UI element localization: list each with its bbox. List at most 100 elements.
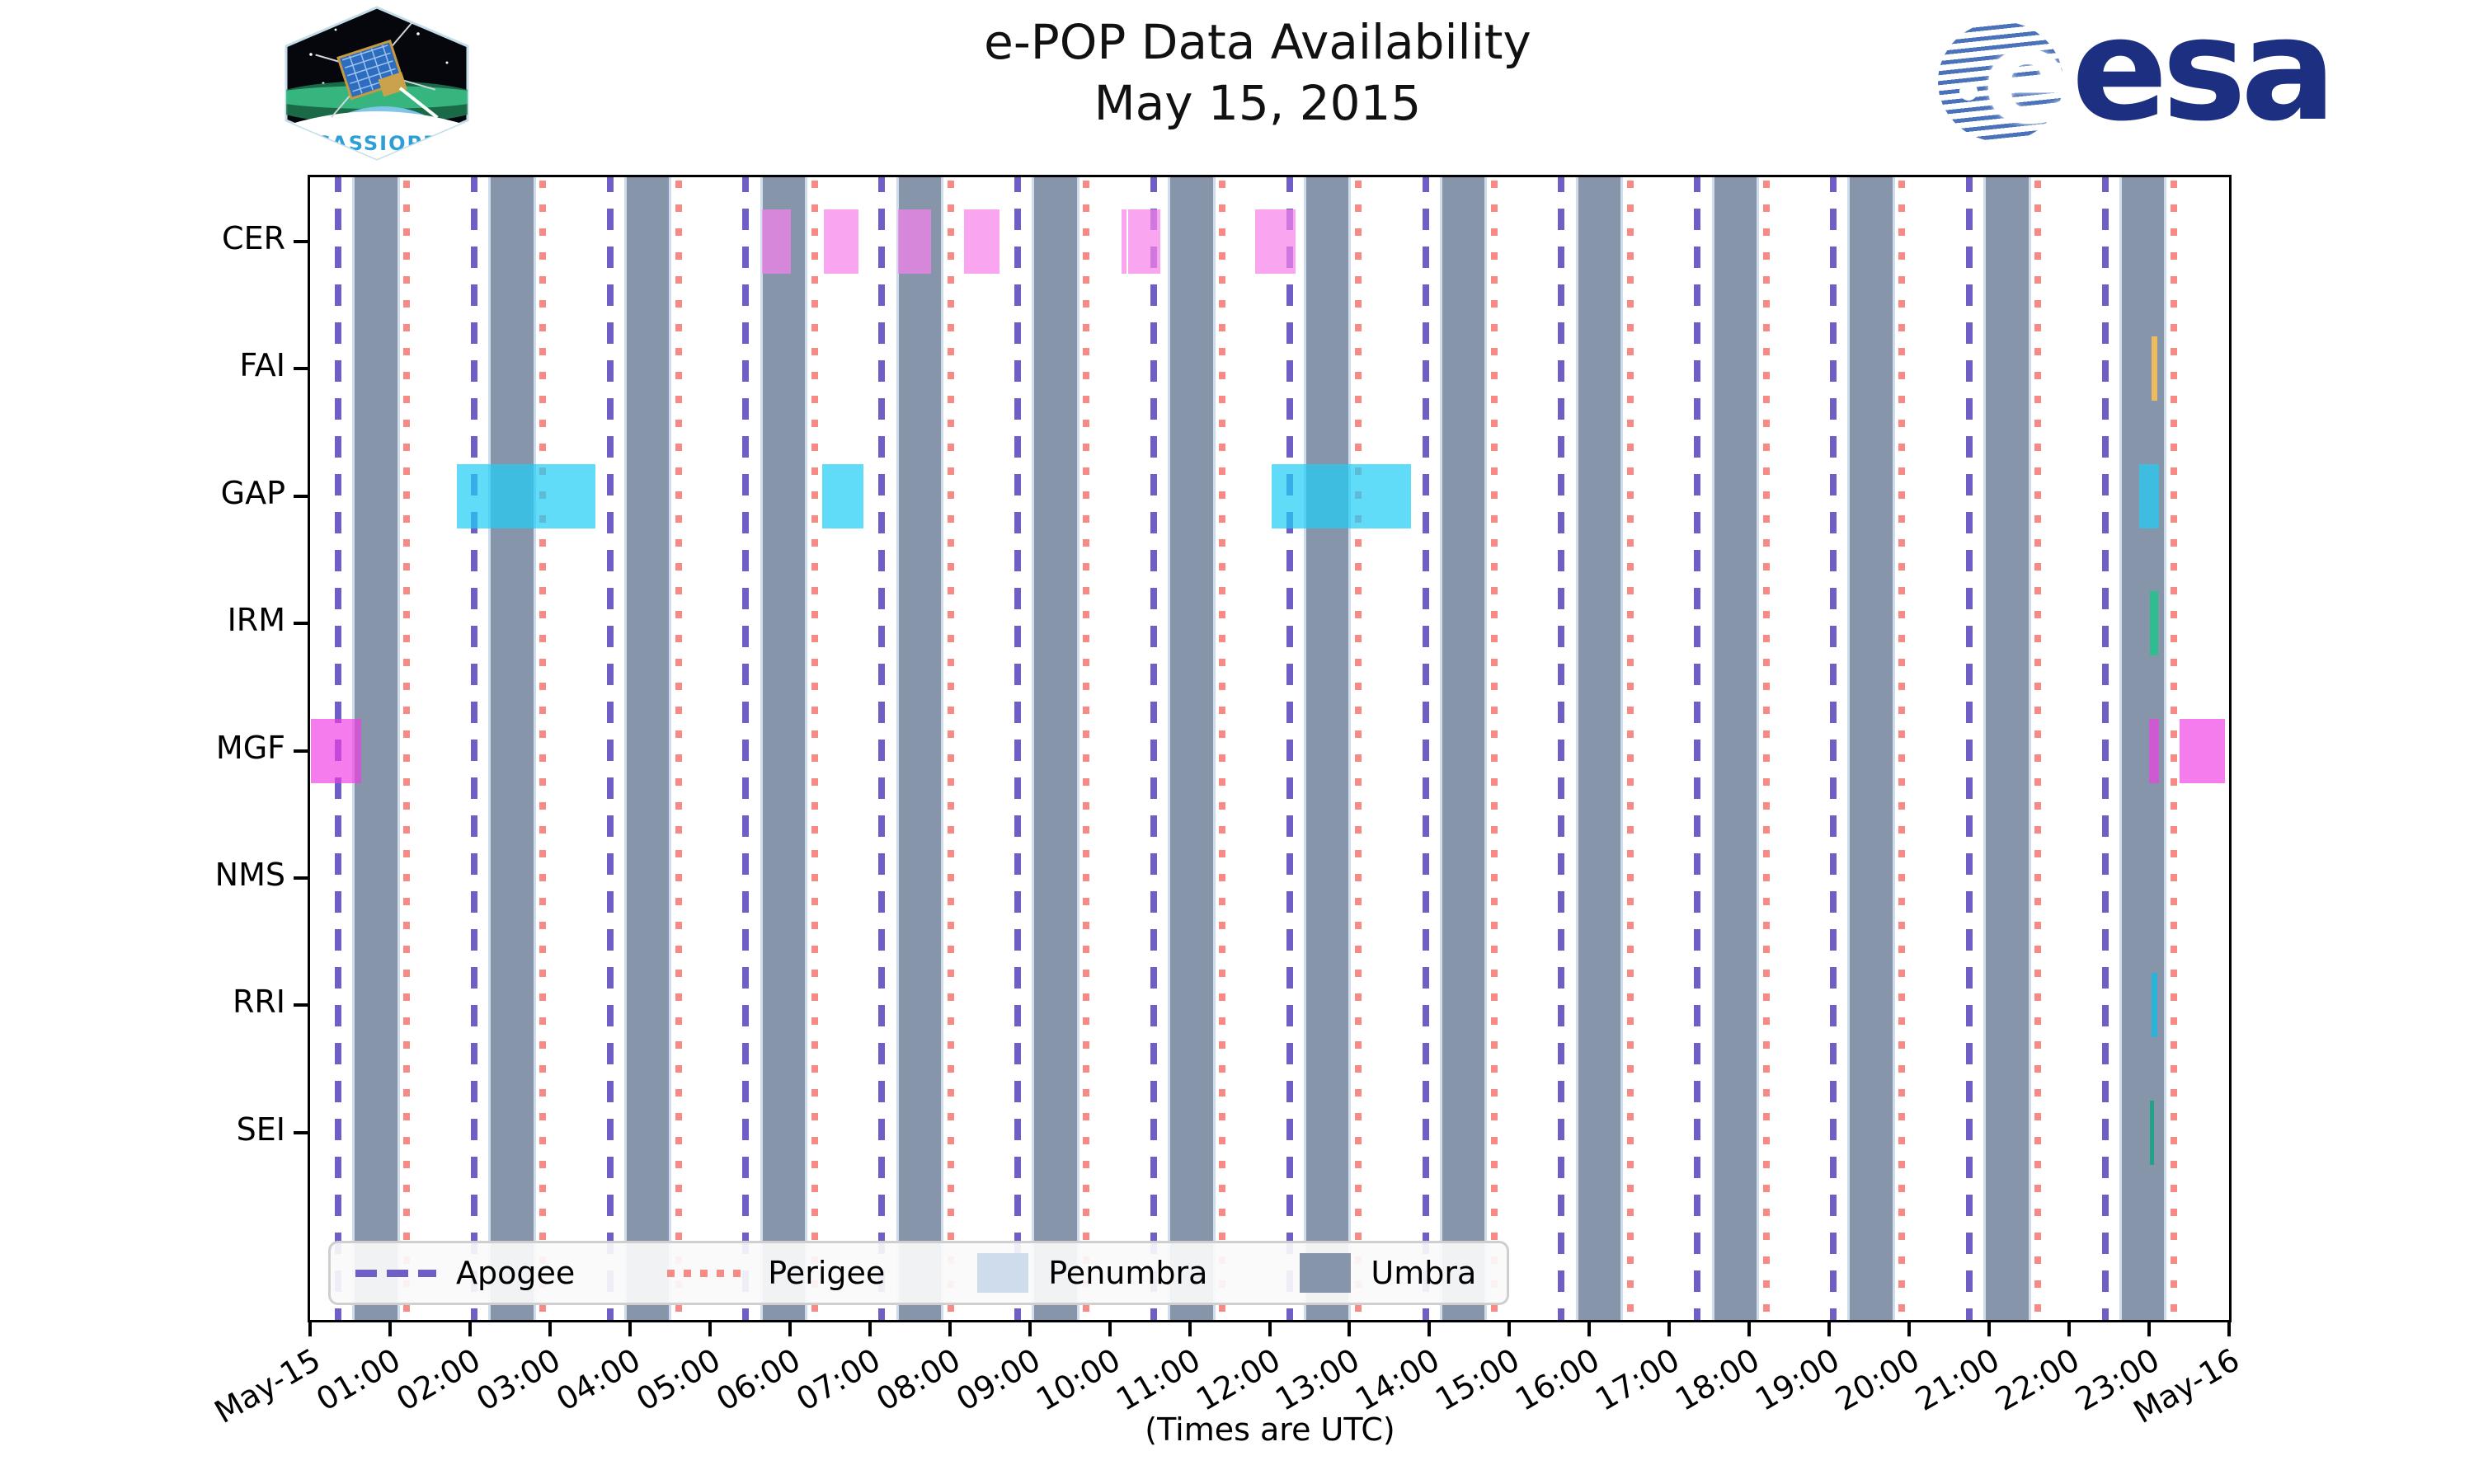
x-tick	[948, 1320, 952, 1336]
legend-item-penumbra: Penumbra	[977, 1253, 1207, 1293]
apogee-line	[742, 177, 750, 1320]
x-tick	[1747, 1320, 1752, 1336]
x-tick	[708, 1320, 712, 1336]
umbra-band	[1850, 177, 1893, 1320]
availability-block-sei	[2150, 1100, 2154, 1165]
x-tick	[1268, 1320, 1272, 1336]
perigee-line	[2034, 177, 2042, 1320]
umbra-band	[1306, 177, 1349, 1320]
y-tick-label-irm: IRM	[227, 602, 285, 639]
chart-title-line2: May 15, 2015	[1094, 75, 1422, 131]
umbra-band	[355, 177, 397, 1320]
bottom-spine	[308, 1320, 2232, 1322]
perigee-line	[1083, 177, 1090, 1320]
availability-block-cer	[761, 209, 791, 274]
esa-globe-icon	[1938, 21, 2063, 142]
legend-label-perigee: Perigee	[768, 1255, 886, 1291]
legend-item-umbra: Umbra	[1300, 1253, 1476, 1293]
x-tick	[1108, 1320, 1112, 1336]
apogee-line	[2101, 177, 2109, 1320]
legend-perigee-dot-sample	[667, 1269, 749, 1277]
legend-penumbra-patch-sample	[977, 1253, 1029, 1293]
availability-block-mgf	[310, 718, 362, 783]
x-tick	[1827, 1320, 1832, 1336]
apogee-line	[1694, 177, 1701, 1320]
legend-item-perigee: Perigee	[667, 1255, 885, 1291]
perigee-line	[1762, 177, 1770, 1320]
umbra-band	[1714, 177, 1757, 1320]
y-tick	[294, 622, 308, 626]
y-tick-label-cer: CER	[222, 220, 285, 256]
apogee-line	[1830, 177, 1837, 1320]
perigee-line	[1355, 177, 1362, 1320]
y-tick-label-rri: RRI	[232, 984, 285, 1021]
perigee-line	[2171, 177, 2178, 1320]
perigee-line	[947, 177, 954, 1320]
umbra-band	[898, 177, 941, 1320]
umbra-band	[1986, 177, 2029, 1320]
availability-block-gap	[457, 463, 596, 528]
apogee-line	[1558, 177, 1565, 1320]
x-tick	[628, 1320, 632, 1336]
perigee-line	[1898, 177, 1906, 1320]
availability-block-mgf	[2179, 718, 2226, 783]
availability-block-fai	[2151, 336, 2157, 402]
y-tick-label-gap: GAP	[220, 474, 285, 511]
y-tick	[294, 1003, 308, 1007]
availability-block-cer	[1255, 209, 1296, 274]
umbra-band	[1034, 177, 1077, 1320]
perigee-line	[675, 177, 682, 1320]
perigee-line	[1219, 177, 1226, 1320]
perigee-line	[403, 177, 411, 1320]
legend-label-penumbra: Penumbra	[1048, 1255, 1208, 1291]
chart-title-line1: e-POP Data Availability	[984, 14, 1531, 70]
umbra-band	[762, 177, 806, 1320]
apogee-line	[1422, 177, 1429, 1320]
x-tick	[1667, 1320, 1672, 1336]
right-spine	[2229, 175, 2232, 1322]
availability-block-cer	[824, 209, 859, 274]
top-spine	[308, 175, 2232, 177]
availability-block-gap	[1272, 463, 1412, 528]
y-tick	[294, 494, 308, 498]
y-tick-label-sei: SEI	[236, 1111, 285, 1148]
legend-item-apogee: Apogee	[355, 1255, 575, 1291]
x-tick	[1507, 1320, 1512, 1336]
apogee-line	[1286, 177, 1293, 1320]
left-spine	[308, 175, 310, 1322]
umbra-band	[1170, 177, 1213, 1320]
legend-apogee-dash-sample	[355, 1269, 436, 1277]
availability-block-gap	[821, 463, 863, 528]
umbra-band	[491, 177, 534, 1320]
x-tick	[788, 1320, 792, 1336]
y-tick	[294, 749, 308, 753]
x-tick	[548, 1320, 552, 1336]
availability-block-cer	[964, 209, 999, 274]
legend: Apogee Perigee Penumbra Umbra	[328, 1241, 1509, 1305]
y-tick	[294, 876, 308, 880]
y-tick-label-nms: NMS	[214, 857, 285, 893]
availability-block-rri	[2151, 973, 2157, 1038]
x-tick	[1427, 1320, 1432, 1336]
availability-block-cer	[1127, 209, 1160, 274]
availability-block-cer	[897, 209, 932, 274]
y-tick	[294, 240, 308, 243]
availability-block-cer	[1122, 209, 1126, 274]
y-tick-label-mgf: MGF	[215, 729, 285, 766]
esa-wordmark: esa	[2072, 0, 2336, 153]
perigee-line	[1490, 177, 1498, 1320]
x-tick	[308, 1320, 312, 1336]
x-tick	[468, 1320, 472, 1336]
perigee-line	[1626, 177, 1634, 1320]
apogee-line	[1014, 177, 1022, 1320]
perigee-line	[539, 177, 547, 1320]
satellite	[315, 21, 439, 120]
x-tick	[388, 1320, 392, 1336]
x-tick	[2067, 1320, 2072, 1336]
esa-globe-letter: e	[1982, 2, 2072, 153]
x-tick	[1348, 1320, 1352, 1336]
availability-block-mgf	[2149, 718, 2159, 783]
umbra-band	[626, 177, 670, 1320]
chart-title: e-POP Data Availability May 15, 2015	[984, 12, 1531, 134]
